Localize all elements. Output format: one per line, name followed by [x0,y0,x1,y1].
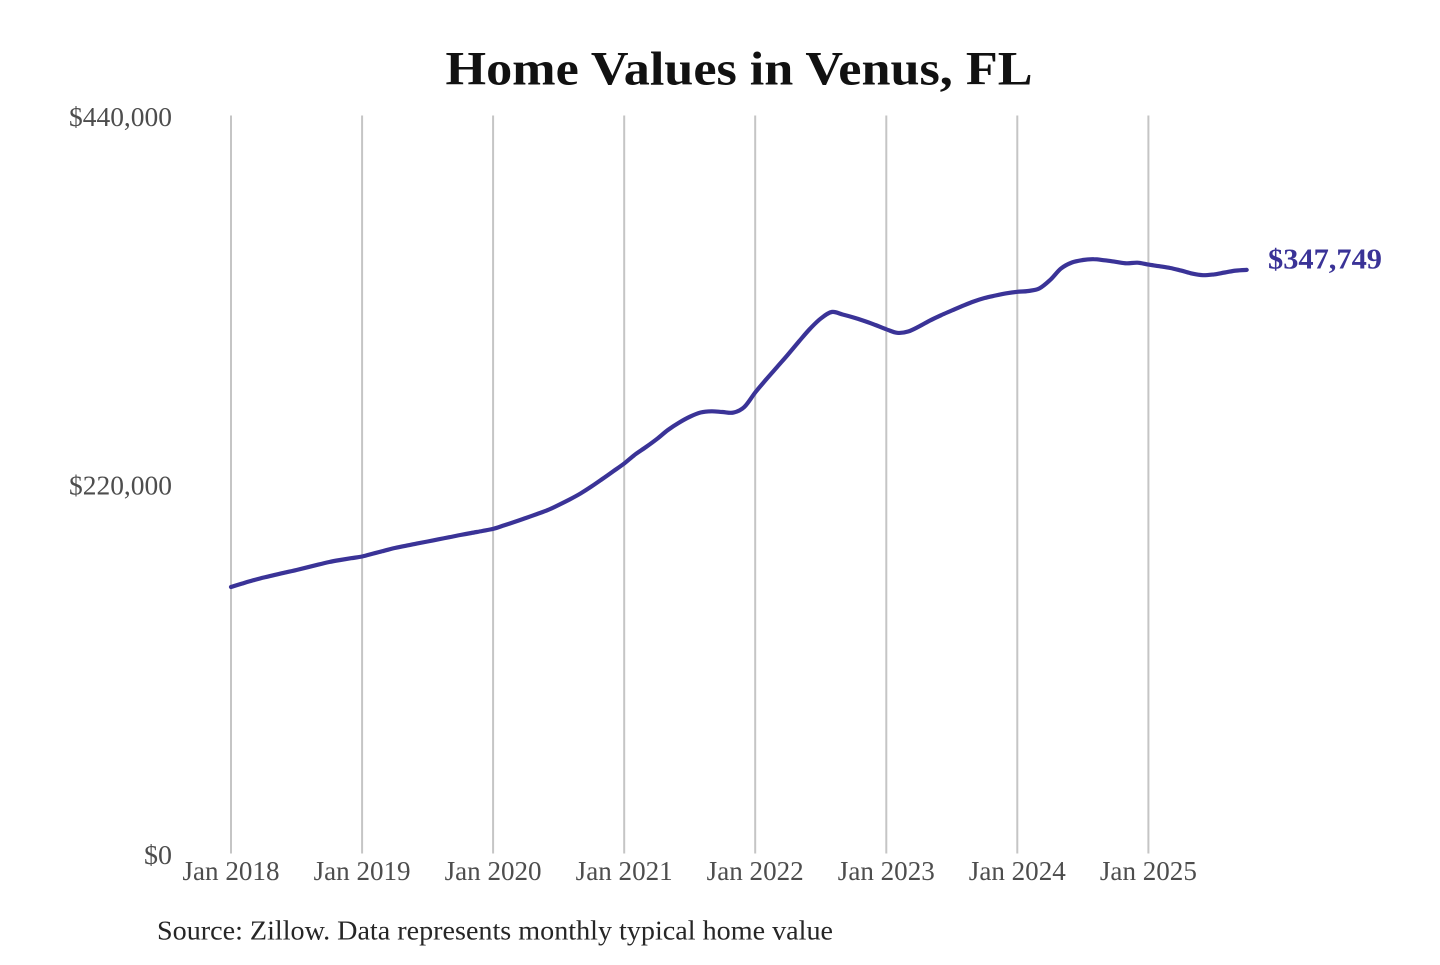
svg-text:Jan 2020: Jan 2020 [445,856,542,886]
svg-text:$347,749: $347,749 [1268,245,1382,276]
svg-text:Source: Zillow. Data represent: Source: Zillow. Data represents monthly … [157,915,833,945]
svg-text:$440,000: $440,000 [69,102,172,132]
svg-text:Jan 2022: Jan 2022 [707,856,804,886]
svg-text:Jan 2018: Jan 2018 [183,856,280,886]
svg-text:Home Values in Venus, FL: Home Values in Venus, FL [446,42,1033,95]
svg-text:$220,000: $220,000 [69,470,172,500]
svg-text:Jan 2025: Jan 2025 [1100,856,1197,886]
svg-text:Jan 2019: Jan 2019 [314,856,411,886]
svg-text:Jan 2024: Jan 2024 [969,856,1066,886]
svg-text:Jan 2021: Jan 2021 [576,856,673,886]
svg-text:$0: $0 [144,840,172,870]
svg-text:Jan 2023: Jan 2023 [838,856,935,886]
